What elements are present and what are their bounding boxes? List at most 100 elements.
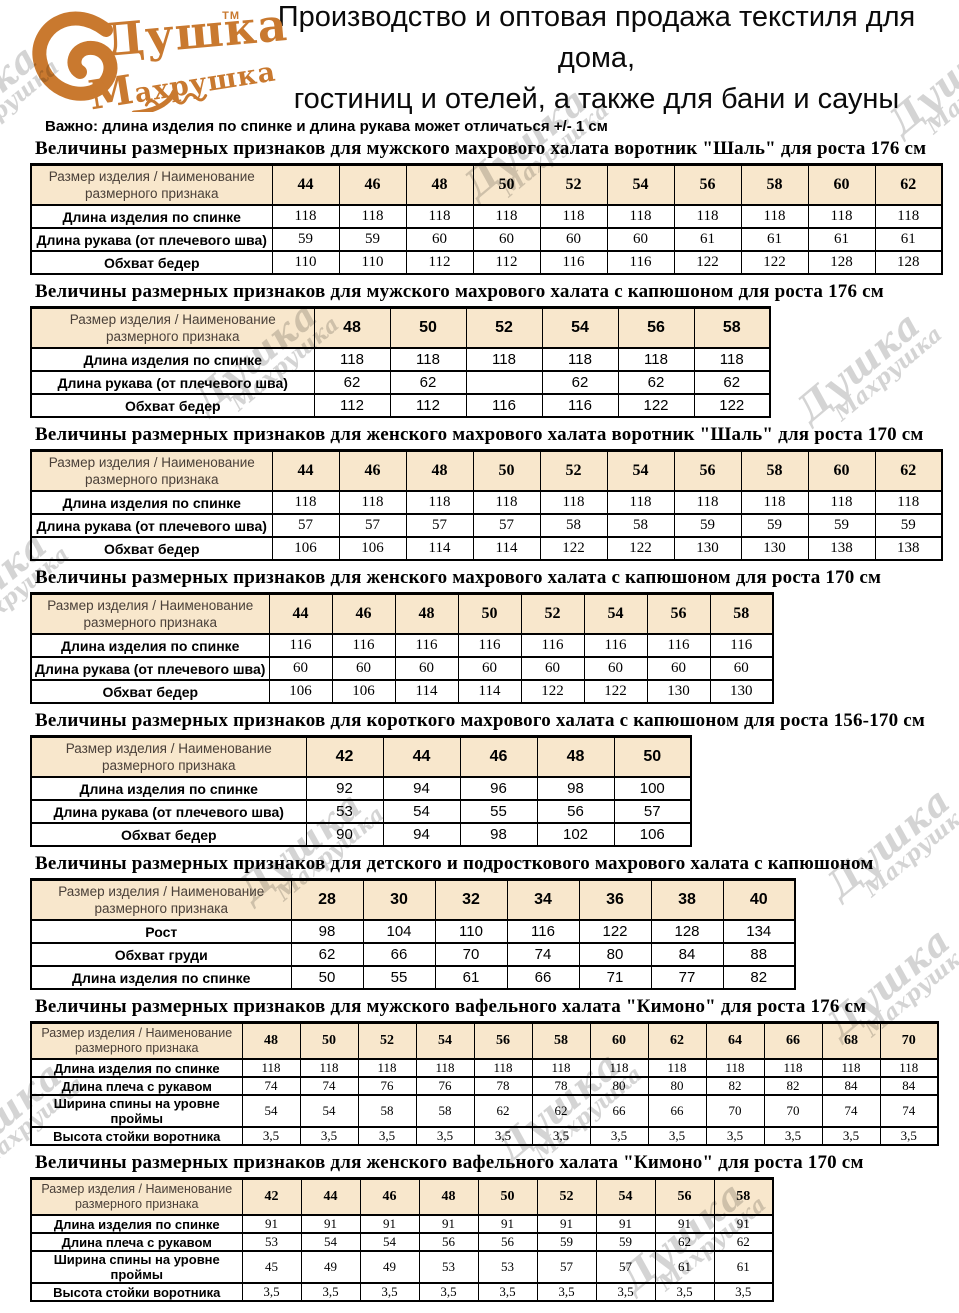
value-cell: 57: [405, 513, 474, 538]
value-cell: 138: [807, 536, 876, 561]
size-column-header: 58: [531, 1021, 591, 1060]
value-cell: 3,5: [654, 1282, 715, 1302]
size-column-header: 52: [520, 592, 585, 635]
table-row: Длина рукава (от плечевого шва) 60 60 60 60 6…: [30, 656, 774, 681]
value-cell: 74: [299, 1076, 359, 1096]
value-cell: 77: [650, 965, 724, 990]
value-cell: 54: [382, 799, 461, 824]
value-cell: 130: [646, 679, 711, 704]
size-column-header: 54: [415, 1021, 475, 1060]
value-cell: 54: [241, 1094, 301, 1128]
value-cell: 112: [472, 250, 541, 275]
value-cell: 59: [874, 513, 943, 538]
value-cell: 62: [290, 942, 364, 967]
table-row: Длина рукава (от плечевого шва) 62 62 62 62 6…: [30, 370, 771, 395]
value-cell: 122: [578, 919, 652, 944]
value-cell: 106: [331, 679, 396, 704]
table-row: Обхват бедер 112 112 116 116 122 122: [30, 393, 771, 418]
size-column-header: 50: [472, 449, 541, 492]
corner-header-label: Размер изделия / Наименование размерного…: [30, 1177, 243, 1216]
value-cell: 118: [473, 1058, 533, 1078]
value-cell: 80: [647, 1076, 707, 1096]
value-cell: 3,5: [357, 1126, 417, 1146]
row-label: Длина рукава (от плечевого шва): [30, 513, 273, 538]
page-title: Производство и оптовая продажа текстиля …: [242, 1, 959, 115]
value-cell: 3,5: [763, 1126, 823, 1146]
size-column-header: 62: [874, 449, 943, 492]
row-label: Длина изделия по спинке: [30, 204, 273, 229]
table-title: Величины размерных признаков для детског…: [35, 853, 874, 874]
value-cell: 3,5: [299, 1126, 359, 1146]
size-column-header: 54: [583, 592, 648, 635]
row-label: Обхват бедер: [30, 822, 307, 847]
size-tables-container: Величины размерных признаков для мужског…: [0, 137, 959, 1302]
value-cell: 116: [520, 633, 585, 658]
important-note: Важно: длина изделия по спинке и длина р…: [45, 118, 608, 135]
size-column-header: 56: [617, 306, 695, 349]
value-cell: 122: [583, 679, 648, 704]
size-column-header: 54: [595, 1177, 656, 1216]
size-column-header: 46: [359, 1177, 420, 1216]
value-cell: 98: [536, 776, 615, 801]
value-cell: 118: [338, 204, 407, 229]
value-cell: 76: [357, 1076, 417, 1096]
value-cell: 71: [578, 965, 652, 990]
value-cell: 53: [241, 1232, 302, 1252]
value-cell: 112: [405, 250, 474, 275]
value-cell: 91: [418, 1214, 479, 1234]
value-cell: 91: [241, 1214, 302, 1234]
value-cell: 118: [705, 1058, 765, 1078]
size-column-header: 34: [506, 878, 580, 921]
size-table: Размер изделия / Наименование размерного…: [30, 449, 943, 561]
value-cell: 57: [536, 1250, 597, 1284]
value-cell: 61: [654, 1250, 715, 1284]
corner-header-label: Размер изделия / Наименование размерного…: [30, 592, 270, 635]
size-table-block: Величины размерных признаков для женског…: [30, 566, 959, 704]
value-cell: 118: [821, 1058, 881, 1078]
size-column-header: 70: [879, 1021, 939, 1060]
value-cell: 3,5: [477, 1282, 538, 1302]
size-column-header: 44: [271, 163, 340, 206]
row-label: Высота стойки воротника: [30, 1126, 243, 1146]
page-title-line1: Производство и оптовая продажа текстиля …: [277, 0, 916, 74]
value-cell: 82: [722, 965, 796, 990]
value-cell: 122: [520, 679, 585, 704]
size-column-header: 28: [290, 878, 364, 921]
value-cell: 62: [313, 370, 391, 395]
value-cell: 66: [506, 965, 580, 990]
value-cell: 3,5: [536, 1282, 597, 1302]
size-table-block: Величины размерных признаков для женског…: [30, 1151, 959, 1302]
value-cell: 122: [539, 536, 608, 561]
value-cell: 118: [647, 1058, 707, 1078]
size-column-header: 48: [405, 163, 474, 206]
value-cell: 118: [541, 347, 619, 372]
size-column-header: 58: [740, 449, 809, 492]
value-cell: 3,5: [647, 1126, 707, 1146]
row-label: Длина изделия по спинке: [30, 776, 307, 801]
value-cell: 76: [415, 1076, 475, 1096]
row-label: Длина рукава (от плечевого шва): [30, 656, 270, 681]
value-cell: 130: [740, 536, 809, 561]
size-column-header: 64: [705, 1021, 765, 1060]
value-cell: 55: [362, 965, 436, 990]
value-cell: 54: [359, 1232, 420, 1252]
size-column-header: 30: [362, 878, 436, 921]
value-cell: 116: [539, 250, 608, 275]
value-cell: 50: [290, 965, 364, 990]
value-cell: 70: [763, 1094, 823, 1128]
value-cell: 92: [305, 776, 384, 801]
value-cell: 3,5: [300, 1282, 361, 1302]
table-row: Длина изделия по спинке 118 118 118 118 118 11…: [30, 490, 943, 515]
row-label: Длина изделия по спинке: [30, 965, 292, 990]
value-cell: 57: [613, 799, 692, 824]
value-cell: 118: [807, 204, 876, 229]
value-cell: 118: [606, 490, 675, 515]
value-cell: 112: [313, 393, 391, 418]
value-cell: 118: [879, 1058, 939, 1078]
table-row: Длина рукава (от плечевого шва) 57 57 57 57 5…: [30, 513, 943, 538]
size-column-header: 50: [472, 163, 541, 206]
row-label: Высота стойки воротника: [30, 1282, 243, 1302]
table-row: Обхват бедер 106 106 114 114 122 122 130 130 138 1…: [30, 536, 943, 561]
row-label: Длина изделия по спинке: [30, 347, 315, 372]
